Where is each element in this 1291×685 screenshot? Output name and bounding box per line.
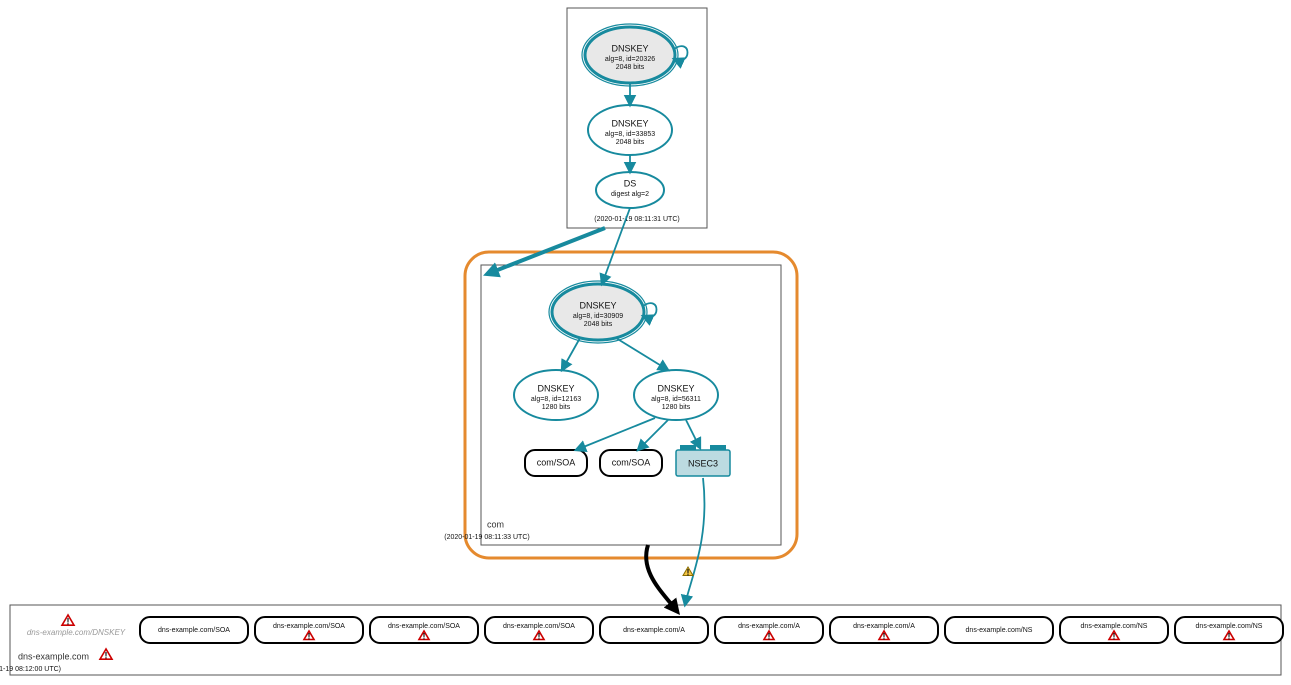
svg-text:!: ! — [67, 616, 70, 626]
svg-text:dns-example.com/A: dns-example.com/A — [853, 623, 915, 630]
dnssec-diagram: (2020-01-19 08:11:31 UTC) DNSKEY alg=8, id… — [0, 0, 1291, 685]
svg-text:DNSKEY: DNSKEY — [537, 383, 574, 393]
svg-text:2048 bits: 2048 bits — [616, 64, 645, 71]
domain-rrset-0: dns-example.com/SOA — [140, 617, 248, 643]
com-zsk1: DNSKEY alg=8, id=121631280 bits — [514, 370, 598, 420]
root-zsk: DNSKEY alg=8, id=338532048 bits — [588, 105, 672, 155]
svg-text:dns-example.com/SOA: dns-example.com/SOA — [388, 623, 460, 630]
com-soa-2: com/SOA — [600, 450, 662, 476]
svg-text:1280 bits: 1280 bits — [662, 404, 691, 411]
svg-text:dns-example.com/SOA: dns-example.com/SOA — [158, 627, 230, 634]
svg-text:alg=8, id=30909: alg=8, id=30909 — [573, 313, 623, 320]
svg-text:com/SOA: com/SOA — [537, 457, 576, 467]
svg-text:DNSKEY: DNSKEY — [611, 118, 648, 128]
com-zone-timestamp: (2020-01-19 08:11:33 UTC) — [444, 534, 529, 541]
com-soa-1: com/SOA — [525, 450, 587, 476]
svg-text:digest alg=2: digest alg=2 — [611, 191, 649, 198]
svg-text:dns-example.com/NS: dns-example.com/NS — [966, 627, 1033, 634]
svg-text:!: ! — [687, 567, 690, 577]
domain-dnskey-label: dns-example.com/DNSKEY — [27, 628, 126, 637]
svg-text:!: ! — [105, 650, 108, 660]
svg-text:2048 bits: 2048 bits — [584, 321, 613, 328]
svg-text:1280 bits: 1280 bits — [542, 404, 571, 411]
svg-text:!: ! — [423, 631, 426, 641]
svg-text:!: ! — [308, 631, 311, 641]
svg-text:dns-example.com/A: dns-example.com/A — [623, 627, 685, 634]
delegation-warning-icon: ! — [683, 567, 693, 577]
domain-zone-timestamp: (2020-01-19 08:12:00 UTC) — [0, 666, 61, 673]
root-ds: DS digest alg=2 — [596, 172, 664, 208]
svg-text:2048 bits: 2048 bits — [616, 139, 645, 146]
svg-text:!: ! — [1113, 631, 1116, 641]
svg-text:alg=8, id=12163: alg=8, id=12163 — [531, 396, 581, 403]
svg-text:alg=8, id=20326: alg=8, id=20326 — [605, 56, 655, 63]
com-zsk2: DNSKEY alg=8, id=563111280 bits — [634, 370, 718, 420]
svg-text:DNSKEY: DNSKEY — [657, 383, 694, 393]
domain-rrset-7: dns-example.com/NS — [945, 617, 1053, 643]
svg-text:dns-example.com/NS: dns-example.com/NS — [1081, 623, 1148, 630]
svg-text:dns-example.com/SOA: dns-example.com/SOA — [273, 623, 345, 630]
svg-text:com/SOA: com/SOA — [612, 457, 651, 467]
svg-text:dns-example.com/SOA: dns-example.com/SOA — [503, 623, 575, 630]
svg-text:DNSKEY: DNSKEY — [611, 43, 648, 53]
svg-text:dns-example.com/A: dns-example.com/A — [738, 623, 800, 630]
svg-text:com: com — [487, 519, 504, 529]
domain-rrset-4: dns-example.com/A — [600, 617, 708, 643]
edge-com_to_domain_deleg — [646, 545, 672, 605]
domain-zone-label: dns-example.com — [18, 651, 89, 661]
svg-text:!: ! — [883, 631, 886, 641]
svg-text:!: ! — [538, 631, 541, 641]
svg-text:dns-example.com/NS: dns-example.com/NS — [1196, 623, 1263, 630]
svg-text:NSEC3: NSEC3 — [688, 458, 718, 468]
svg-text:DS: DS — [624, 178, 637, 188]
svg-text:alg=8, id=56311: alg=8, id=56311 — [651, 396, 701, 403]
svg-text:DNSKEY: DNSKEY — [579, 300, 616, 310]
com-nsec3: NSEC3 — [676, 445, 730, 476]
svg-text:alg=8, id=33853: alg=8, id=33853 — [605, 131, 655, 138]
svg-text:!: ! — [768, 631, 771, 641]
root-zone-timestamp: (2020-01-19 08:11:31 UTC) — [594, 216, 679, 223]
svg-text:!: ! — [1228, 631, 1231, 641]
